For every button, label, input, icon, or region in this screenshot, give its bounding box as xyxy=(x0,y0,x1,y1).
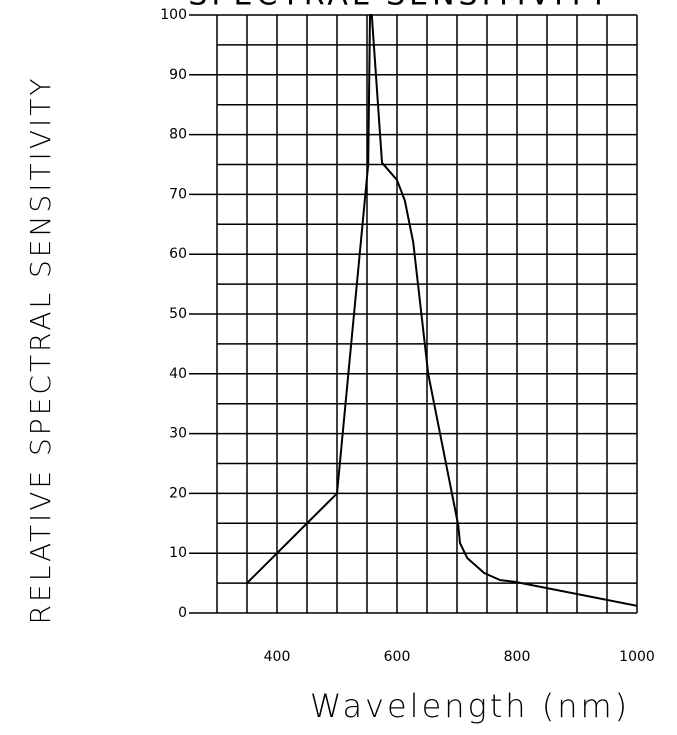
y-tick-label: 20 xyxy=(169,485,187,501)
y-tick-label: 0 xyxy=(178,605,187,621)
chart-title: SPECTRAL SENSITIVITY xyxy=(188,0,611,13)
data-line xyxy=(246,14,638,607)
y-tick-label: 60 xyxy=(169,246,187,262)
x-tick-label: 400 xyxy=(264,649,291,665)
x-tick-label: 800 xyxy=(504,649,531,665)
y-tick-label: 40 xyxy=(169,366,187,382)
y-axis-label: RELATIVE SPECTRAL SENSITIVITY xyxy=(24,76,57,625)
y-tick-label: 100 xyxy=(160,7,187,23)
x-axis-label: Wavelength (nm) xyxy=(310,687,630,725)
y-tick-label: 90 xyxy=(169,67,187,83)
y-tick-label: 50 xyxy=(169,306,187,322)
y-tick-label: 10 xyxy=(169,545,187,561)
y-tick-label: 70 xyxy=(169,186,187,202)
x-tick-label: 1000 xyxy=(619,649,655,665)
y-tick-label: 80 xyxy=(169,127,187,143)
x-tick-label: 600 xyxy=(384,649,411,665)
y-tick-label: 30 xyxy=(169,426,187,442)
